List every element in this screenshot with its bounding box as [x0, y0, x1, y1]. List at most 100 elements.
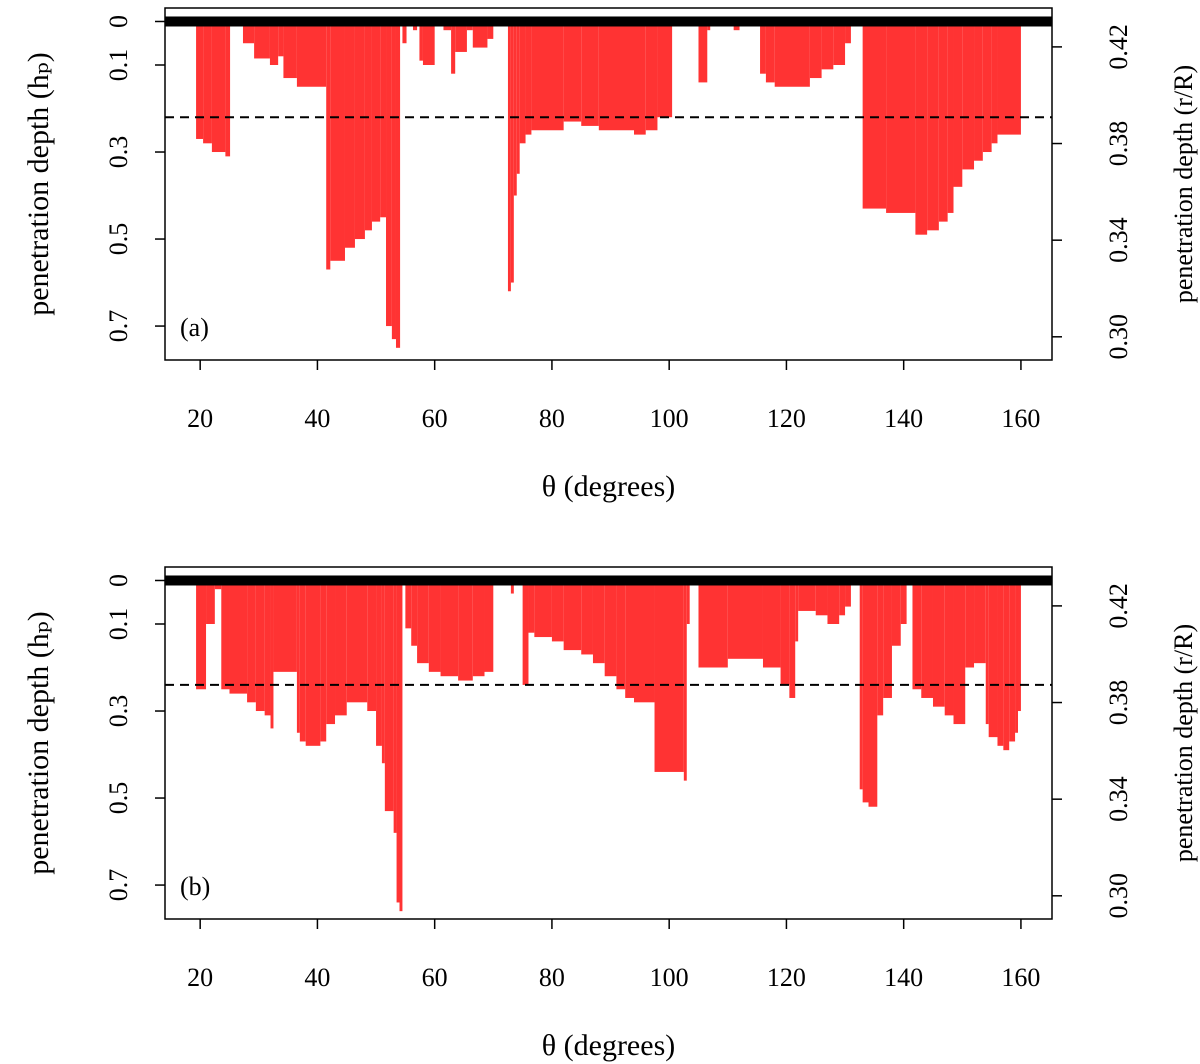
y-tick-label: 0.5	[104, 223, 133, 256]
bar	[283, 21, 297, 79]
bar	[985, 580, 989, 725]
bar	[264, 580, 271, 716]
bar	[915, 21, 928, 235]
bar	[862, 580, 869, 803]
bar	[211, 21, 226, 153]
bar	[528, 580, 535, 633]
bar	[657, 21, 673, 118]
bar	[221, 580, 230, 690]
bar	[944, 580, 954, 716]
bar	[380, 21, 387, 218]
bar	[862, 21, 887, 209]
x-tick-label: 40	[304, 404, 330, 433]
bar	[330, 21, 345, 261]
bar	[484, 580, 494, 672]
bar	[698, 580, 728, 668]
bar	[396, 580, 400, 903]
bar	[868, 580, 878, 807]
bar	[1003, 580, 1010, 751]
bar	[458, 580, 473, 681]
bar	[225, 21, 231, 157]
bar	[254, 21, 270, 59]
bar	[273, 580, 297, 672]
bar	[428, 580, 441, 672]
bar	[598, 21, 635, 131]
x-tick-label: 160	[1001, 963, 1040, 992]
bar	[455, 21, 467, 52]
bar	[531, 21, 564, 131]
bar	[507, 21, 511, 292]
y-tick-label: 0.3	[104, 695, 133, 728]
y-axis-label: penetration depth (hₚ)	[22, 611, 55, 875]
y2-tick-label: 0.38	[1104, 680, 1133, 726]
bar	[320, 580, 327, 742]
panel-label: (a)	[180, 313, 209, 342]
x-tick-label: 20	[187, 963, 213, 992]
bar	[604, 580, 617, 677]
x-axis-label: θ (degrees)	[542, 1029, 675, 1062]
bar	[965, 580, 975, 668]
bar	[384, 580, 394, 812]
bar	[1015, 580, 1018, 733]
bar	[686, 580, 690, 624]
bar	[654, 580, 684, 772]
bar	[997, 580, 1004, 746]
bar	[510, 580, 514, 594]
bar	[625, 580, 635, 698]
bar	[845, 580, 851, 607]
y2-axis-label: penetration depth (r/R)	[1169, 65, 1198, 303]
y2-axis-label: penetration depth (r/R)	[1169, 624, 1198, 862]
y2-tick-label: 0.38	[1104, 121, 1133, 167]
bar	[809, 21, 822, 79]
bar	[780, 580, 790, 685]
bar	[765, 21, 775, 83]
bar	[399, 580, 403, 912]
x-tick-label: 140	[884, 404, 923, 433]
bar	[563, 21, 582, 122]
bar	[326, 21, 331, 270]
bar	[563, 580, 582, 651]
bar	[883, 580, 892, 698]
x-tick-label: 40	[304, 963, 330, 992]
bar	[513, 21, 517, 196]
bar	[683, 580, 687, 781]
bar	[206, 580, 215, 624]
bar	[516, 21, 520, 174]
bar	[269, 21, 279, 65]
plot-frame	[164, 566, 1053, 920]
bar	[974, 580, 986, 664]
bar	[798, 580, 816, 611]
bar	[1017, 580, 1021, 712]
bar	[877, 580, 884, 716]
bar	[278, 21, 284, 57]
bar	[391, 21, 396, 340]
bar	[255, 580, 265, 712]
bar	[1009, 580, 1016, 742]
bar	[451, 21, 456, 74]
bar	[296, 580, 300, 733]
bar	[762, 580, 781, 668]
bar	[634, 21, 646, 135]
bar	[727, 580, 763, 659]
bar	[953, 21, 963, 187]
bar	[962, 21, 975, 170]
bar	[581, 21, 599, 126]
bar	[305, 580, 321, 746]
y-tick-label: 0.3	[104, 136, 133, 169]
y-tick-label: 0	[104, 15, 133, 28]
bar	[534, 580, 552, 638]
bar	[938, 21, 948, 222]
bar	[393, 580, 397, 833]
bar	[953, 580, 966, 725]
bar	[346, 580, 368, 703]
bar	[422, 21, 435, 65]
x-tick-label: 80	[539, 963, 565, 992]
bar	[510, 21, 514, 283]
bar	[440, 580, 459, 677]
bar	[900, 580, 907, 624]
surface-band	[165, 575, 1052, 586]
bar	[645, 21, 658, 131]
y-tick-label: 0.1	[104, 49, 133, 82]
x-tick-label: 60	[422, 963, 448, 992]
